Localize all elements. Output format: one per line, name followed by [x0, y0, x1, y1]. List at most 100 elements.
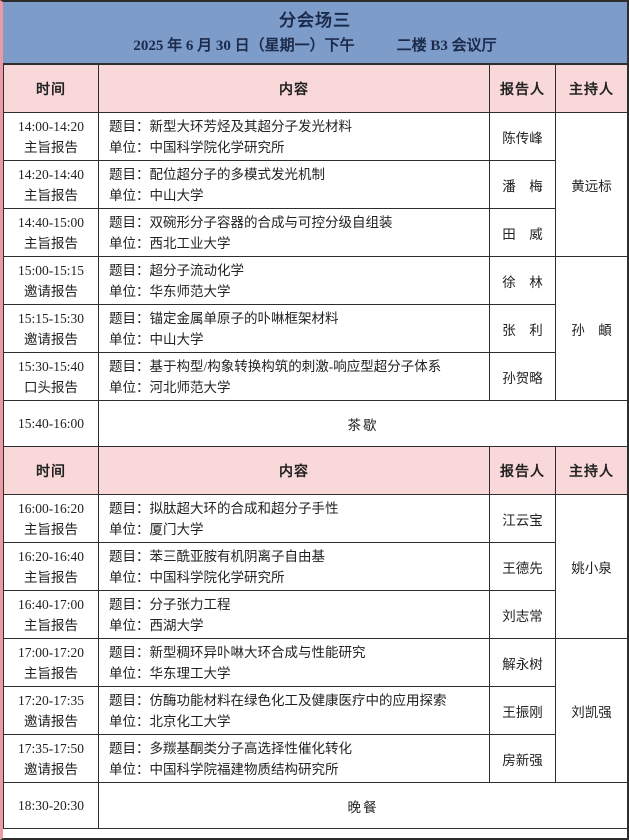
talk-time: 17:35-17:50	[18, 740, 84, 756]
talk-title: 基于构型/构象转换构筑的刺激-响应型超分子体系	[149, 358, 442, 374]
content-cell: 题目：分子张力工程 单位：西湖大学	[98, 590, 490, 639]
talk-row: 17:20-17:35 邀请报告 题目：仿酶功能材料在绿色化工及健康医疗中的应用探索…	[3, 686, 628, 735]
title-prefix-label: 题目：	[109, 548, 150, 564]
chair-cell: 刘凯强	[555, 638, 628, 783]
talk-title: 拟肽超大环的合成和超分子手性	[149, 500, 339, 516]
speaker-cell: 王德先	[489, 542, 556, 591]
column-header-speaker: 报告人	[489, 446, 556, 495]
talk-org-line: 单位：华东师范大学	[109, 281, 489, 302]
talk-org: 中国科学院化学研究所	[149, 569, 285, 585]
talk-row: 14:40-15:00 主旨报告 题目：双碗形分子容器的合成与可控分级自组装 单位：西…	[3, 208, 628, 257]
talk-org-line: 单位：西湖大学	[109, 615, 489, 636]
org-prefix-label: 单位：	[109, 283, 150, 299]
chair-cell: 孙 頔	[555, 256, 628, 401]
talk-type: 邀请报告	[24, 713, 78, 729]
talk-title: 新型稠环异卟啉大环合成与性能研究	[149, 644, 366, 660]
talk-row: 17:00-17:20 主旨报告 题目：新型稠环异卟啉大环合成与性能研究 单位：华东理…	[3, 638, 628, 783]
talk-type: 主旨报告	[24, 617, 78, 633]
title-prefix-label: 题目：	[109, 214, 150, 230]
break-row: 18:30-20:30 晚餐	[3, 782, 628, 829]
org-prefix-label: 单位：	[109, 761, 150, 777]
speaker-cell: 潘 梅	[489, 160, 556, 209]
talk-type: 邀请报告	[24, 761, 78, 777]
content-cell: 题目：多羰基酮类分子高选择性催化转化 单位：中国科学院福建物质结构研究所	[98, 734, 490, 783]
talk-time: 15:00-15:15	[18, 262, 84, 278]
content-cell: 题目：新型大环芳烃及其超分子发光材料 单位：中国科学院化学研究所	[98, 112, 490, 161]
content-cell: 题目：锚定金属单原子的卟啉框架材料 单位：中山大学	[98, 304, 490, 353]
session-header: 分会场三 2025 年 6 月 30 日（星期一）下午 二楼 B3 会议厅	[3, 2, 627, 64]
talk-title-line: 题目：多羰基酮类分子高选择性催化转化	[109, 738, 489, 759]
talk-org: 华东理工大学	[149, 665, 231, 681]
talk-title: 双碗形分子容器的合成与可控分级自组装	[149, 214, 393, 230]
time-cell: 17:20-17:35 邀请报告	[3, 686, 99, 735]
column-header-content: 内容	[98, 64, 490, 113]
talk-title-line: 题目：锚定金属单原子的卟啉框架材料	[109, 308, 489, 329]
talk-title: 多羰基酮类分子高选择性催化转化	[149, 740, 353, 756]
talk-type: 主旨报告	[24, 235, 78, 251]
talk-org-line: 单位：中山大学	[109, 185, 489, 206]
talk-org-line: 单位：中山大学	[109, 329, 489, 350]
talk-org: 中山大学	[149, 187, 204, 203]
chair-cell: 姚小泉	[555, 494, 628, 639]
title-prefix-label: 题目：	[109, 644, 150, 660]
talk-org-line: 单位：中国科学院福建物质结构研究所	[109, 759, 489, 780]
org-prefix-label: 单位：	[109, 331, 150, 347]
session-date: 2025 年 6 月 30 日（星期一）下午	[133, 38, 355, 54]
content-cell: 题目：拟肽超大环的合成和超分子手性 单位：厦门大学	[98, 494, 490, 543]
talk-row: 14:00-14:20 主旨报告 题目：新型大环芳烃及其超分子发光材料 单位：中国科学…	[3, 112, 628, 257]
column-header-chair: 主持人	[555, 64, 628, 113]
speaker-cell: 孙贺略	[489, 352, 556, 401]
time-cell: 16:20-16:40 主旨报告	[3, 542, 99, 591]
title-prefix-label: 题目：	[109, 500, 150, 516]
content-cell: 题目：基于构型/构象转换构筑的刺激-响应型超分子体系 单位：河北师范大学	[98, 352, 490, 401]
time-cell: 14:00-14:20 主旨报告	[3, 112, 99, 161]
talk-row: 15:15-15:30 邀请报告 题目：锚定金属单原子的卟啉框架材料 单位：中山大学张…	[3, 304, 628, 353]
talk-title: 锚定金属单原子的卟啉框架材料	[149, 310, 339, 326]
org-prefix-label: 单位：	[109, 665, 150, 681]
talk-time: 15:30-15:40	[18, 358, 84, 374]
time-cell: 15:15-15:30 邀请报告	[3, 304, 99, 353]
talk-title-line: 题目：分子张力工程	[109, 594, 489, 615]
talk-title: 仿酶功能材料在绿色化工及健康医疗中的应用探索	[149, 692, 447, 708]
break-row: 15:40-16:00 茶歇	[3, 400, 628, 447]
talk-row: 16:20-16:40 主旨报告 题目：苯三酰亚胺有机阴离子自由基 单位：中国科学院化…	[3, 542, 628, 591]
talk-row: 15:00-15:15 邀请报告 题目：超分子流动化学 单位：华东师范大学徐 林孙 頔	[3, 256, 628, 401]
session-title: 分会场三	[279, 11, 351, 30]
talk-time: 14:40-15:00	[18, 214, 84, 230]
column-header-row: 时间 内容 报告人 主持人	[3, 446, 628, 495]
break-time-cell: 15:40-16:00	[3, 400, 99, 447]
talk-org: 华东师范大学	[149, 283, 231, 299]
schedule-table-body: 时间 内容 报告人 主持人 14:00-14:20 主旨报告 题目：新型大环芳烃及其超分子发…	[3, 64, 628, 829]
talk-org-line: 单位：中国科学院化学研究所	[109, 137, 489, 158]
speaker-cell: 刘志常	[489, 590, 556, 639]
talk-row: 17:35-17:50 邀请报告 题目：多羰基酮类分子高选择性催化转化 单位：中国科学…	[3, 734, 628, 783]
title-prefix-label: 题目：	[109, 692, 150, 708]
talk-title-line: 题目：拟肽超大环的合成和超分子手性	[109, 498, 489, 519]
title-prefix-label: 题目：	[109, 166, 150, 182]
talk-org: 中国科学院化学研究所	[149, 139, 285, 155]
title-prefix-label: 题目：	[109, 740, 150, 756]
content-cell: 题目：新型稠环异卟啉大环合成与性能研究单位：华东理工大学	[98, 638, 490, 687]
talk-title: 分子张力工程	[149, 596, 231, 612]
talk-type: 主旨报告	[24, 187, 78, 203]
org-prefix-label: 单位：	[109, 139, 150, 155]
time-cell: 17:35-17:50 邀请报告	[3, 734, 99, 783]
column-header-chair: 主持人	[555, 446, 628, 495]
column-header-row: 时间 内容 报告人 主持人	[3, 64, 628, 113]
title-prefix-label: 题目：	[109, 262, 150, 278]
talk-title-line: 题目：新型稠环异卟啉大环合成与性能研究	[109, 642, 489, 663]
time-cell: 15:00-15:15 邀请报告	[3, 256, 99, 305]
title-prefix-label: 题目：	[109, 118, 150, 134]
session-dateline: 2025 年 6 月 30 日（星期一）下午 二楼 B3 会议厅	[3, 33, 627, 59]
talk-title-line: 题目：仿酶功能材料在绿色化工及健康医疗中的应用探索	[109, 690, 489, 711]
schedule-table: 时间 内容 报告人 主持人 14:00-14:20 主旨报告 题目：新型大环芳烃及其超分子发…	[3, 64, 628, 829]
speaker-cell: 王振刚	[489, 686, 556, 735]
column-header-time: 时间	[3, 446, 99, 495]
org-prefix-label: 单位：	[109, 617, 150, 633]
talk-title-line: 题目：配位超分子的多模式发光机制	[109, 164, 489, 185]
org-prefix-label: 单位：	[109, 521, 150, 537]
title-prefix-label: 题目：	[109, 358, 150, 374]
talk-type: 口头报告	[24, 379, 78, 395]
talk-time: 14:00-14:20	[18, 118, 84, 134]
